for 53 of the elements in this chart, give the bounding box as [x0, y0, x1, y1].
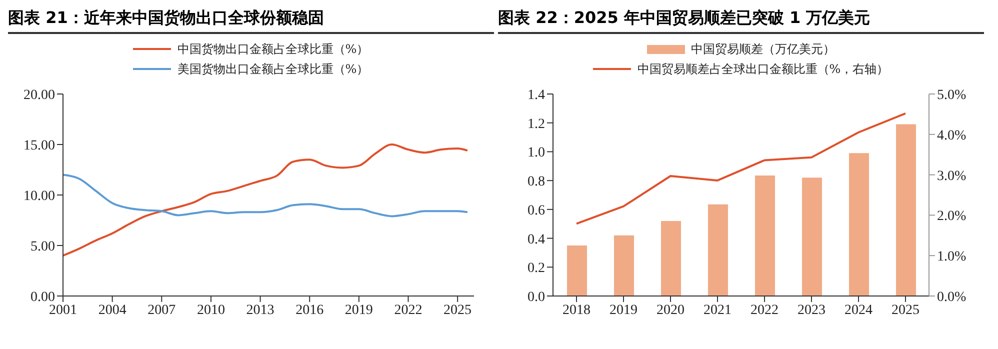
- x-tick-label: 2025: [892, 302, 920, 318]
- x-tick-label: 2004: [98, 302, 126, 318]
- y-tick-label: 15.00: [24, 138, 55, 154]
- x-tick-label: 2020: [656, 302, 684, 318]
- legend-label: 中国贸易顺差占全球出口金额比重（%，右轴）: [637, 60, 889, 78]
- y-tick-label: 0.00: [30, 290, 55, 305]
- bar: [849, 153, 869, 296]
- bar: [567, 246, 587, 296]
- y-tick-label: 5.00: [30, 239, 55, 254]
- y-tick-label: 0.0: [528, 290, 545, 305]
- y-tick-label: 0.8: [528, 174, 545, 190]
- chart-title: 图表 21：近年来中国货物出口全球份额稳固: [8, 8, 494, 34]
- bar: [708, 204, 728, 296]
- x-tick-label: 2007: [148, 302, 176, 318]
- y2-tick-label: 4.0%: [937, 128, 966, 144]
- line-series: [576, 112, 906, 225]
- bar: [755, 176, 775, 296]
- x-tick-label: 2022: [750, 302, 778, 318]
- line-series: [63, 174, 468, 218]
- y2-tick-label: 5.0%: [937, 88, 966, 103]
- y-tick-label: 10.00: [24, 188, 55, 204]
- y-tick-label: 0.4: [528, 232, 545, 248]
- chart-title: 图表 22：2025 年中国贸易顺差已突破 1 万亿美元: [498, 8, 984, 34]
- y-tick-label: 0.6: [528, 203, 545, 218]
- x-tick-label: 2019: [344, 302, 373, 318]
- x-tick-label: 2023: [798, 302, 826, 318]
- x-tick-label: 2016: [296, 302, 324, 318]
- y-tick-label: 20.00: [24, 88, 55, 103]
- y-tick-label: 1.2: [528, 116, 545, 132]
- x-tick-label: 2018: [562, 302, 590, 318]
- x-tick-label: 2025: [444, 302, 472, 318]
- x-tick-label: 2022: [394, 302, 422, 318]
- bar: [614, 235, 634, 296]
- bar: [896, 124, 916, 296]
- x-tick-label: 2024: [844, 302, 872, 318]
- x-tick-label: 2010: [196, 302, 225, 318]
- bar: [661, 220, 681, 296]
- y2-tick-label: 2.0%: [937, 209, 966, 224]
- bar: [802, 178, 822, 296]
- y-tick-label: 1.4: [528, 88, 545, 103]
- legend-label: 中国货物出口金额占全球比重（%）: [177, 40, 369, 58]
- y-tick-label: 1.0: [528, 146, 545, 161]
- y2-tick-label: 1.0%: [937, 250, 966, 265]
- x-tick-label: 2001: [49, 302, 77, 318]
- y-tick-label: 0.2: [528, 261, 545, 276]
- line-series: [63, 144, 468, 257]
- y2-tick-label: 0.0%: [937, 290, 966, 305]
- x-tick-label: 2021: [704, 302, 732, 318]
- legend-label: 美国货物出口金额占全球比重（%）: [177, 60, 369, 78]
- legend-label: 中国贸易顺差（万亿美元）: [691, 40, 835, 58]
- y2-tick-label: 3.0%: [937, 168, 966, 184]
- x-tick-label: 2019: [610, 302, 638, 318]
- x-tick-label: 2013: [246, 302, 274, 318]
